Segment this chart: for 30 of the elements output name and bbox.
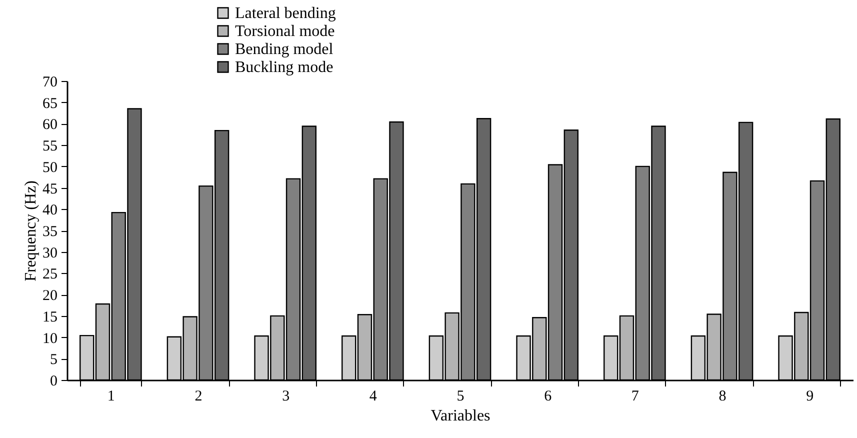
y-tick-label: 10 xyxy=(42,330,58,347)
x-tick-label: 7 xyxy=(631,388,640,404)
y-tick-label: 50 xyxy=(42,160,58,176)
x-tick-label: 2 xyxy=(194,388,202,404)
x-tick-label: 1 xyxy=(107,388,115,404)
legend-label: Bending model xyxy=(235,41,334,58)
y-tick-label: 30 xyxy=(42,245,58,262)
x-tick-label: 8 xyxy=(718,388,726,404)
y-tick-label: 55 xyxy=(42,138,58,155)
legend-label: Lateral bending xyxy=(235,5,336,22)
y-tick-label: 0 xyxy=(50,374,58,390)
y-tick-label: 45 xyxy=(42,181,58,198)
y-tick-label: 40 xyxy=(42,202,58,219)
y-tick-label: 35 xyxy=(42,224,58,240)
x-tick-label: 6 xyxy=(544,388,552,404)
legend-label: Torsional mode xyxy=(235,23,335,40)
y-tick-label: 70 xyxy=(42,74,58,90)
x-tick-label: 4 xyxy=(369,388,378,404)
x-tick-label: 3 xyxy=(282,388,290,404)
legend-label: Buckling mode xyxy=(235,59,334,76)
x-tick-label: 5 xyxy=(456,388,464,404)
y-tick-label: 65 xyxy=(42,96,58,112)
y-axis-title: Frequency (Hz) xyxy=(22,180,40,282)
x-tick-label: 9 xyxy=(806,388,814,404)
y-tick-label: 15 xyxy=(42,309,58,326)
y-tick-label: 60 xyxy=(42,117,58,134)
x-axis-title: Variables xyxy=(430,408,490,424)
y-tick-label: 20 xyxy=(42,288,58,304)
y-tick-label: 25 xyxy=(42,266,58,283)
y-tick-label: 5 xyxy=(50,352,58,368)
